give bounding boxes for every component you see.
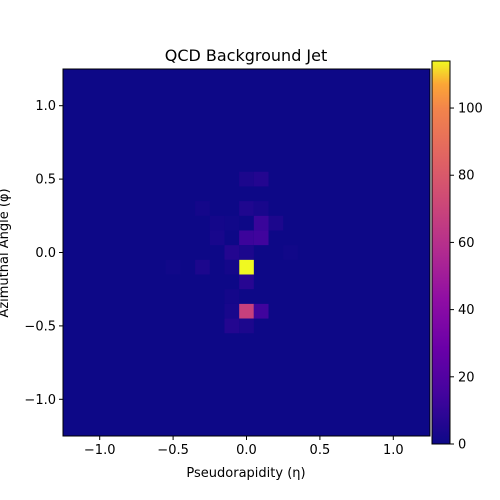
- x-tick-label: 0.0: [236, 443, 257, 458]
- heatmap-cell: [253, 215, 269, 231]
- heatmap-cell: [224, 245, 240, 260]
- colorbar-tick-label: 20: [458, 370, 475, 385]
- heatmap-cell: [195, 259, 210, 275]
- heatmap-cell: [239, 303, 254, 319]
- x-axis-label: Pseudorapidity (η): [186, 466, 305, 481]
- y-tick-label: −1.0: [24, 393, 56, 408]
- heatmap-cell: [224, 318, 240, 334]
- colorbar-gradient: [431, 60, 451, 445]
- y-tick-label: −0.5: [24, 319, 56, 334]
- heatmap-cell: [239, 245, 254, 260]
- heatmap-cell: [239, 201, 254, 216]
- colorbar-tick-label: 100: [458, 102, 483, 117]
- heatmap-cell: [239, 230, 254, 246]
- heatmap-cell: [239, 274, 254, 290]
- y-tick-label: 0.0: [35, 246, 56, 261]
- heatmap-cell: [239, 259, 254, 275]
- y-axis: −1.0 −0.5 0.0 0.5 1.0: [24, 99, 63, 408]
- heatmap-plot-area: [62, 68, 431, 437]
- colorbar-tick-label: 80: [458, 169, 475, 184]
- heatmap-cell: [224, 215, 240, 231]
- heatmap-cell: [268, 215, 284, 231]
- colorbar-tick-label: 0: [458, 438, 466, 453]
- heatmap-cell: [209, 215, 225, 231]
- heatmap-cell: [283, 245, 298, 260]
- colorbar: 0 20 40 60 80 100: [431, 60, 483, 453]
- y-axis-label: Azimuthal Angle (φ): [0, 188, 12, 317]
- chart-title: QCD Background Jet: [165, 46, 328, 65]
- x-tick-label: 1.0: [383, 443, 404, 458]
- colorbar-tick-label: 40: [458, 303, 475, 318]
- heatmap-cell: [239, 318, 254, 334]
- heatmap-cell: [253, 230, 269, 246]
- x-tick-label: −1.0: [84, 443, 116, 458]
- x-tick-label: −0.5: [157, 443, 189, 458]
- heatmap-cell: [253, 201, 269, 216]
- heatmap-cell: [253, 171, 269, 187]
- heatmap-cell: [224, 289, 240, 304]
- colorbar-tick-label: 60: [458, 236, 475, 251]
- heatmap-cell: [253, 303, 269, 319]
- heatmap-cell: [239, 171, 254, 187]
- heatmap-cell: [195, 201, 210, 216]
- y-tick-label: 0.5: [35, 173, 56, 188]
- x-axis: −1.0 −0.5 0.0 0.5 1.0: [84, 436, 404, 458]
- heatmap-cell: [209, 230, 225, 246]
- heatmap-cell: [224, 259, 240, 275]
- heatmap-cell: [224, 303, 240, 319]
- x-tick-label: 0.5: [310, 443, 331, 458]
- heatmap-cell: [165, 259, 181, 275]
- y-tick-label: 1.0: [35, 99, 56, 114]
